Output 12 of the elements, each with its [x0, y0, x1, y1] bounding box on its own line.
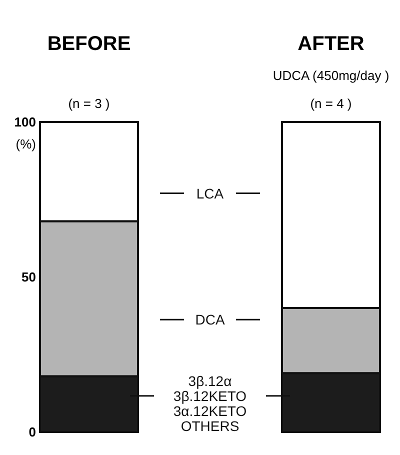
- y-tick-label: 50: [22, 270, 36, 284]
- y-tick-label: 100: [14, 114, 36, 130]
- x-tick-label: BEFORE: [47, 33, 131, 55]
- legend-label: LCA: [196, 185, 224, 202]
- legend-label: 3β.12α 3β.12KETO 3α.12KETO OTHERS: [173, 372, 247, 434]
- text: UDCA (450mg/day ): [272, 68, 390, 83]
- x-tick-label: AFTER: [298, 33, 365, 55]
- legend-label: DCA: [195, 312, 226, 328]
- y-axis-title: (%): [16, 136, 36, 152]
- y-tick-label: 0: [28, 424, 36, 440]
- text: (n = 4 ): [310, 96, 352, 111]
- text: (n = 3 ): [68, 96, 110, 111]
